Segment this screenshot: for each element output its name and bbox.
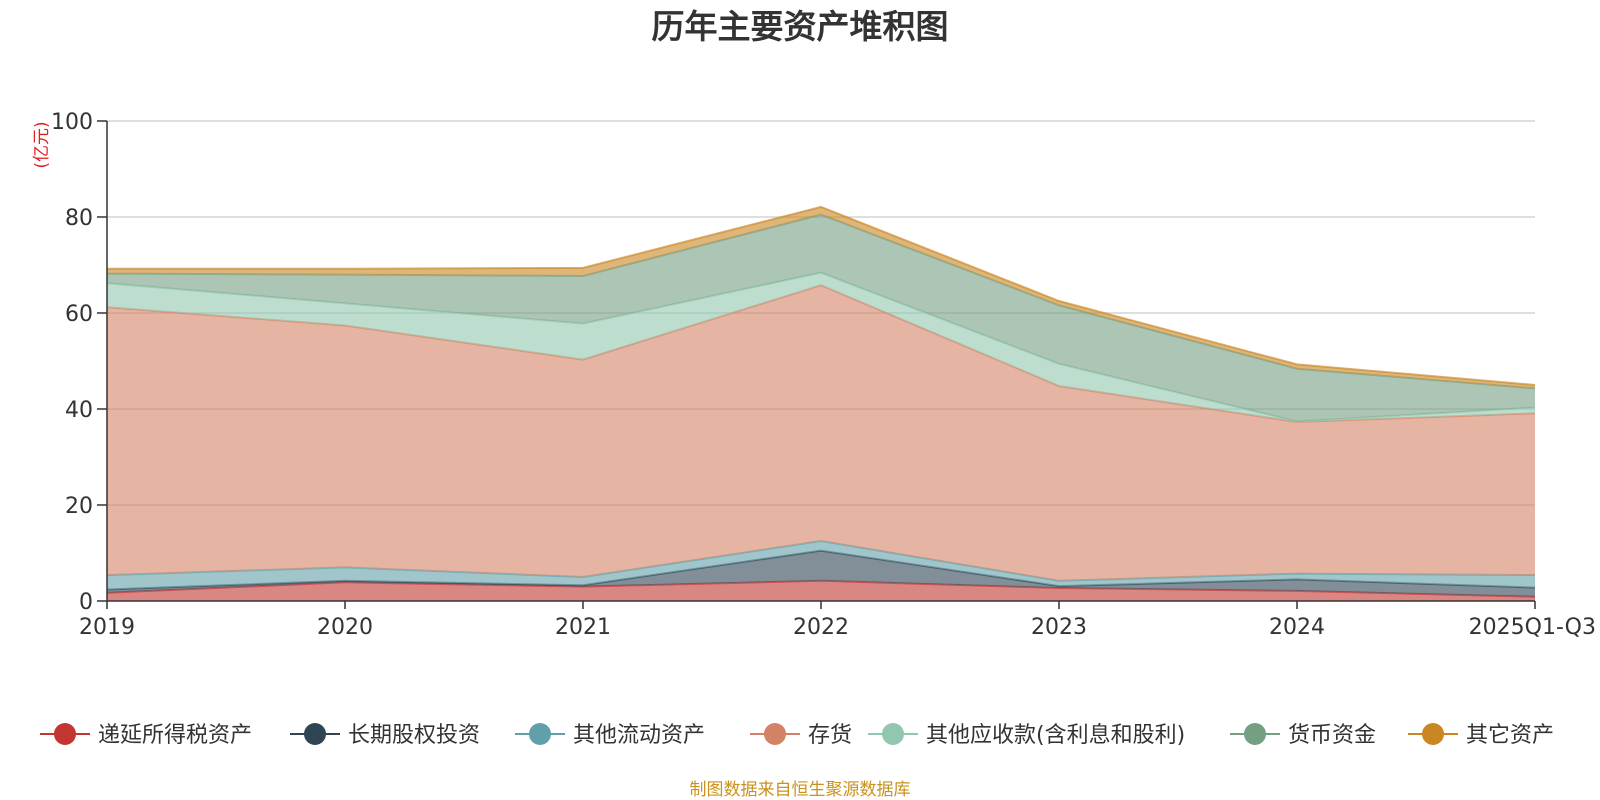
area-series-3 bbox=[107, 285, 1535, 581]
source-note: 制图数据来自恒生聚源数据库 bbox=[690, 780, 911, 800]
y-tick-label: 0 bbox=[79, 590, 93, 615]
legend-label: 其他应收款(含利息和股利) bbox=[926, 723, 1185, 748]
x-tick-label: 2024 bbox=[1269, 615, 1325, 640]
legend-item-0[interactable]: 递延所得税资产 bbox=[40, 723, 252, 748]
area-series-1 bbox=[107, 550, 1535, 597]
y-tick-label: 40 bbox=[65, 398, 93, 423]
legend-item-6[interactable]: 其它资产 bbox=[1408, 723, 1554, 748]
legend-marker-icon bbox=[1422, 723, 1444, 745]
x-tick-label: 2021 bbox=[555, 615, 611, 640]
y-tick-label: 80 bbox=[65, 206, 93, 231]
legend-label: 货币资金 bbox=[1288, 723, 1376, 748]
legend-marker-icon bbox=[304, 723, 326, 745]
legend-label: 递延所得税资产 bbox=[98, 723, 252, 748]
legend-marker-icon bbox=[882, 723, 904, 745]
legend-item-5[interactable]: 货币资金 bbox=[1230, 723, 1376, 748]
y-tick-label: 100 bbox=[51, 110, 93, 135]
legend-marker-icon bbox=[529, 723, 551, 745]
legend-marker-icon bbox=[54, 723, 76, 745]
legend-item-2[interactable]: 其他流动资产 bbox=[515, 723, 705, 748]
legend[interactable]: 递延所得税资产 长期股权投资 其他流动资产 存货 其他应收款(含利息和股利) 货币资金 其它… bbox=[40, 723, 1554, 748]
area-series-5 bbox=[107, 214, 1535, 422]
y-axis-unit-label: (亿元) bbox=[32, 121, 52, 168]
axes: 0 20 40 60 80 100 2019 2020 2021 2022 2023 2024 2025… bbox=[51, 110, 1596, 640]
legend-label: 其它资产 bbox=[1466, 723, 1554, 748]
y-tick-label: 60 bbox=[65, 302, 93, 327]
x-tick-label: 2025Q1-Q3 bbox=[1469, 615, 1596, 640]
x-tick-label: 2023 bbox=[1031, 615, 1087, 640]
legend-item-1[interactable]: 长期股权投资 bbox=[290, 723, 480, 748]
legend-marker-icon bbox=[764, 723, 786, 745]
legend-label: 长期股权投资 bbox=[348, 723, 480, 748]
area-series-6-line bbox=[107, 205, 1536, 386]
legend-item-4[interactable]: 其他应收款(含利息和股利) bbox=[868, 723, 1185, 748]
y-tick-label: 20 bbox=[65, 494, 93, 519]
area-series-group bbox=[106, 205, 1536, 601]
x-tick-label: 2022 bbox=[793, 615, 849, 640]
legend-item-3[interactable]: 存货 bbox=[750, 723, 852, 748]
legend-label: 存货 bbox=[808, 723, 852, 748]
legend-label: 其他流动资产 bbox=[573, 723, 705, 748]
x-tick-label: 2020 bbox=[317, 615, 373, 640]
x-tick-label: 2019 bbox=[79, 615, 135, 640]
chart-title: 历年主要资产堆积图 bbox=[652, 7, 949, 46]
area-series-0 bbox=[107, 580, 1535, 601]
legend-marker-icon bbox=[1244, 723, 1266, 745]
